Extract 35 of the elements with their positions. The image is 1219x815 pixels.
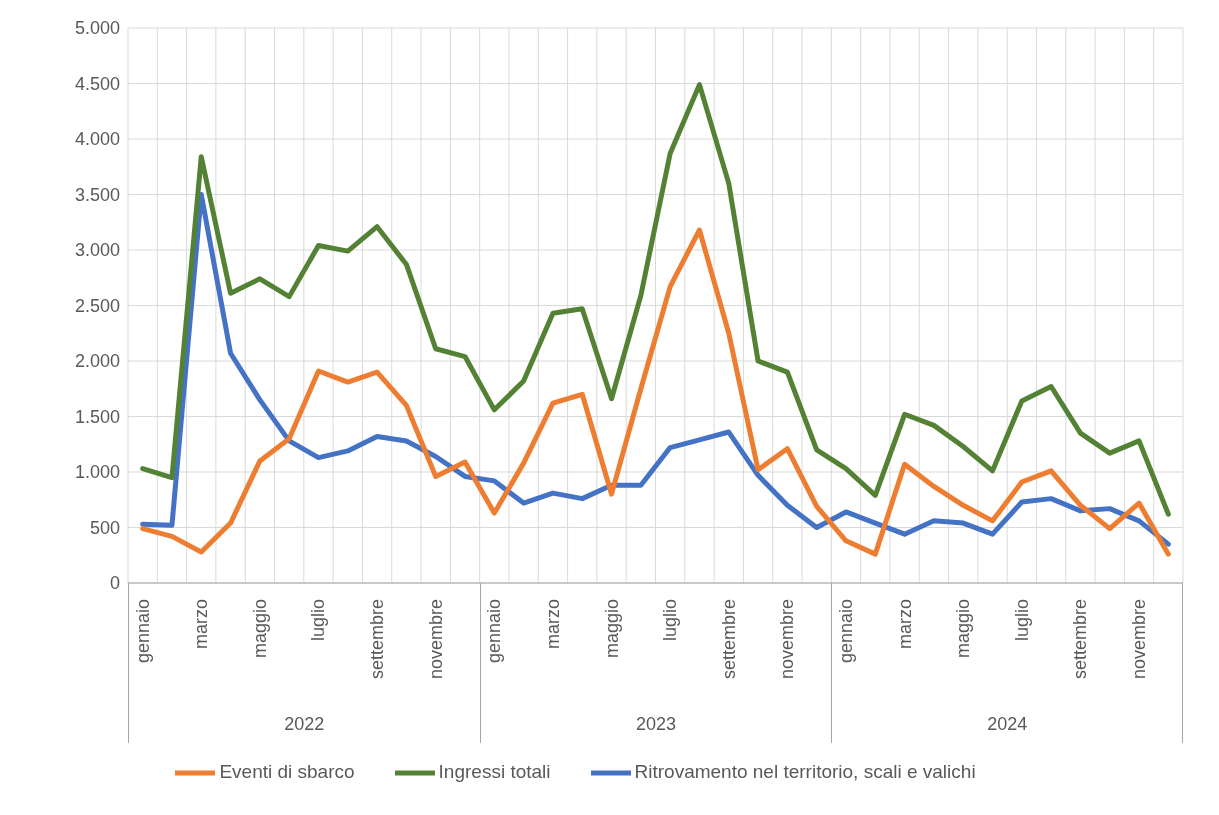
x-tick-label: settembre: [1070, 599, 1091, 680]
text: 2022: [283, 714, 326, 735]
x-tick-label: marzo: [542, 599, 563, 650]
y-tick-label: 1.000: [74, 462, 120, 483]
x-tick-label: maggio: [249, 599, 270, 659]
legend-label: Eventi di sbarco: [219, 761, 355, 783]
x-tick-label: gennaio: [484, 599, 505, 664]
x-tick-label: luglio: [660, 599, 681, 642]
x-tick-label: gennaio: [835, 599, 856, 664]
x-tick-label: marzo: [894, 599, 915, 650]
x-tick-label: settembre: [718, 599, 739, 680]
y-tick-label: 4.500: [74, 73, 120, 94]
x-tick-label: luglio: [308, 599, 329, 642]
y-tick-label: 0: [109, 573, 120, 594]
y-tick-label: 500: [89, 517, 120, 538]
y-tick-label: 3.500: [74, 184, 120, 205]
y-tick-label: 4.000: [74, 129, 120, 150]
y-tick-label: 2.500: [74, 295, 120, 316]
y-tick-label: 3.000: [74, 240, 120, 261]
x-tick-label: maggio: [601, 599, 622, 659]
y-tick-label: 2.000: [74, 351, 120, 372]
legend-label: Ingressi totali: [438, 761, 551, 783]
x-tick-label: settembre: [367, 599, 388, 680]
x-tick-label: maggio: [953, 599, 974, 659]
x-tick-label: novembre: [425, 599, 446, 680]
x-tick-label: luglio: [1011, 599, 1032, 642]
x-tick-label: gennaio: [132, 599, 153, 664]
x-tick-label: marzo: [191, 599, 212, 650]
y-tick-label: 1.500: [74, 406, 120, 427]
y-tick-label: 5.000: [74, 18, 120, 39]
x-tick-label: novembre: [1129, 599, 1150, 680]
text: 2023: [634, 714, 677, 735]
text: 2024: [986, 714, 1029, 735]
legend-label: Ritrovamento nel territorio, scali e valichi: [634, 761, 976, 783]
x-tick-label: novembre: [777, 599, 798, 680]
